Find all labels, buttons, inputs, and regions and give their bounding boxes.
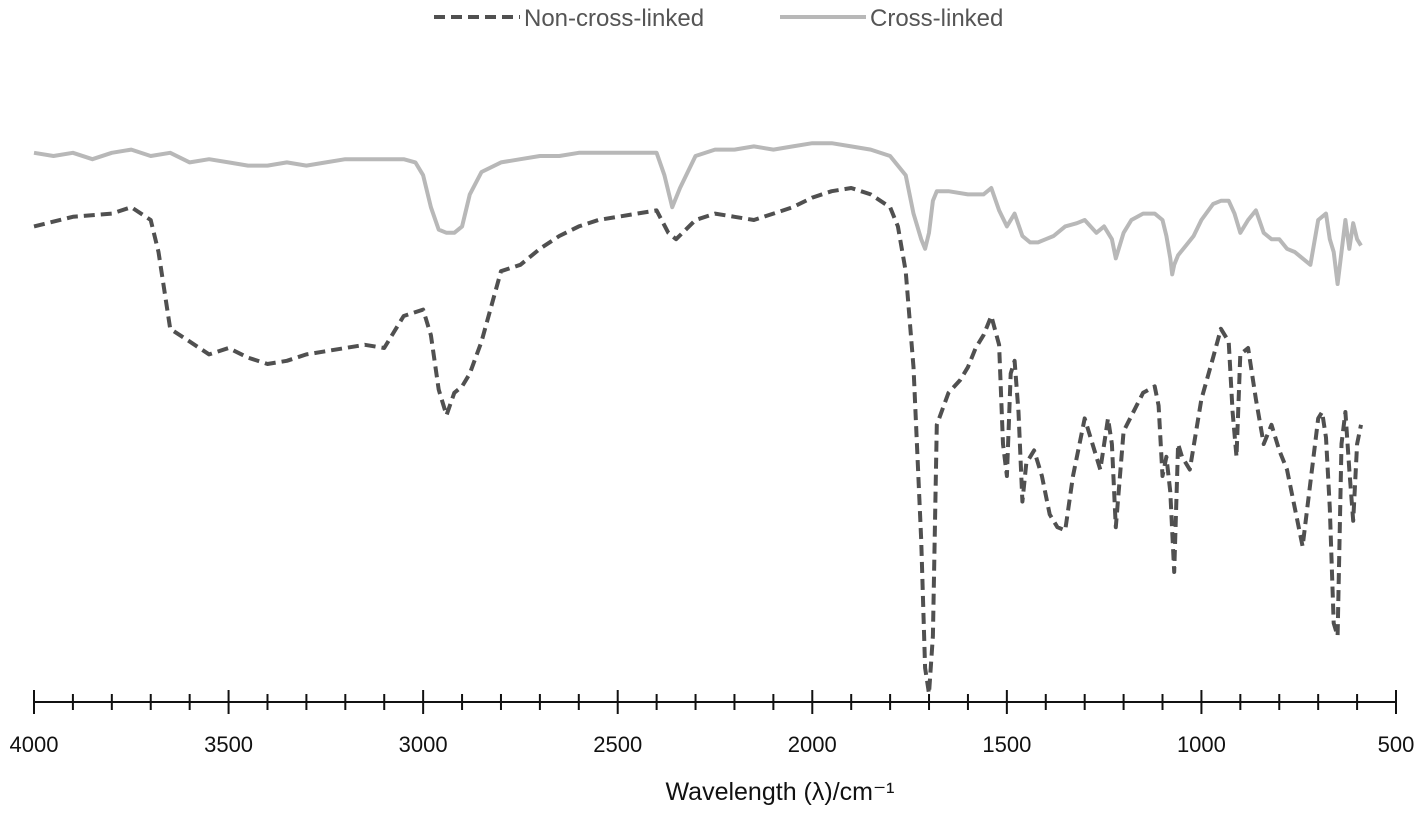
x-axis: 4000 3500 3000 2500 2000 1500 1000 500 [10,690,1415,757]
x-tick-label: 3500 [204,732,253,757]
legend-item-cross-linked: Cross-linked [780,5,1003,32]
series-layer [33,141,1363,696]
legend-item-non-cross-linked: Non-cross-linked [434,5,704,32]
x-tick-label: 2500 [593,732,642,757]
x-ticks [33,690,1397,714]
x-axis-title: Wavelength (λ)/cm⁻¹ [666,778,895,806]
x-tick-label: 1000 [1177,732,1226,757]
legend-label-non-cross-linked: Non-cross-linked [524,5,704,32]
series-line-non-cross-linked [33,186,1363,696]
x-tick-label: 1500 [982,732,1031,757]
x-tick-label: 4000 [10,732,59,757]
legend-label-cross-linked: Cross-linked [870,5,1003,32]
series-line-cross-linked [33,141,1363,286]
x-tick-label: 500 [1378,732,1415,757]
x-tick-label: 2000 [788,732,837,757]
legend: Non-cross-linked Cross-linked [434,5,1003,32]
x-tick-label: 3000 [399,732,448,757]
x-tick-labels: 4000 3500 3000 2500 2000 1500 1000 500 [10,732,1415,757]
